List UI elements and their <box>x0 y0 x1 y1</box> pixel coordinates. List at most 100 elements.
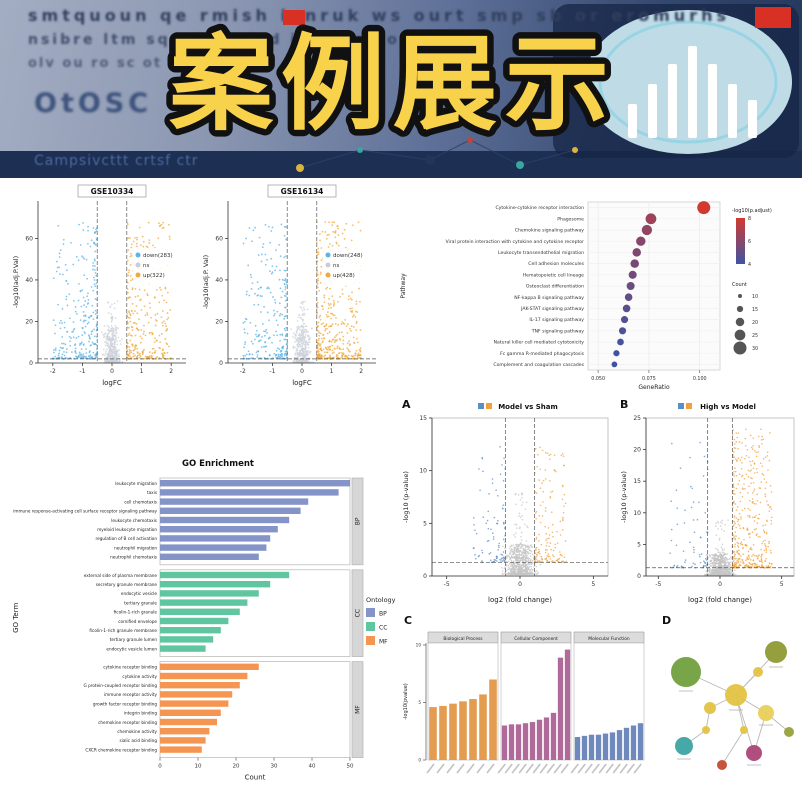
svg-text:Viral protein interaction with: Viral protein interaction with cytokine … <box>445 239 584 245</box>
svg-text:logFC: logFC <box>102 379 122 387</box>
deco-node <box>296 164 304 172</box>
svg-text:G protein-coupled receptor bin: G protein-coupled receptor binding <box>84 683 158 688</box>
svg-text:0: 0 <box>158 764 162 770</box>
svg-text:chemokine activity: chemokine activity <box>117 729 157 734</box>
svg-text:immune receptor activity: immune receptor activity <box>104 692 157 697</box>
svg-text:MF: MF <box>355 705 362 714</box>
svg-text:Count: Count <box>732 282 747 288</box>
svg-text:cell chemotaxis: cell chemotaxis <box>124 499 157 504</box>
svg-text:neutrophil chemotaxis: neutrophil chemotaxis <box>110 555 157 560</box>
svg-text:Leukocyte transendothelial mig: Leukocyte transendothelial migration <box>498 250 584 256</box>
deco-node <box>357 147 363 153</box>
svg-text:D: D <box>662 614 671 627</box>
svg-text:0: 0 <box>418 758 421 763</box>
svg-text:CC: CC <box>379 625 387 632</box>
svg-text:20: 20 <box>233 764 240 770</box>
svg-text:Fc gamma R-mediated phagocytos: Fc gamma R-mediated phagocytosis <box>500 351 584 357</box>
svg-text:40: 40 <box>215 277 223 284</box>
deco-bar <box>628 104 637 138</box>
svg-text:tertiary granule: tertiary granule <box>124 600 157 605</box>
banner-blurred-text-2: nsibre ltm sqonim s lud ipllvmru on o <box>28 32 434 48</box>
svg-text:10: 10 <box>416 643 422 648</box>
deco-node <box>572 147 578 153</box>
svg-text:C: C <box>404 614 412 627</box>
svg-text:leukocyte migration: leukocyte migration <box>115 481 157 486</box>
svg-text:chemokine receptor binding: chemokine receptor binding <box>98 720 157 725</box>
deco-node <box>516 161 524 169</box>
svg-text:Molecular Function: Molecular Function <box>588 636 630 642</box>
svg-text:GSE10334: GSE10334 <box>91 187 134 196</box>
svg-text:5: 5 <box>423 520 427 527</box>
volcano-a-panel: -5 0 5 0 5 10 15 log2 (fold change) -log10 (p-va… <box>398 396 616 606</box>
svg-text:1: 1 <box>330 368 334 375</box>
svg-text:immune response-activating cel: immune response-activating cell surface … <box>13 509 157 514</box>
svg-text:10: 10 <box>419 468 427 475</box>
svg-text:-1: -1 <box>269 368 275 375</box>
svg-text:-log10 (p-value): -log10 (p-value) <box>402 471 410 523</box>
svg-text:regulation of B cell activatio: regulation of B cell activation <box>96 536 158 541</box>
svg-text:30: 30 <box>752 346 758 352</box>
svg-text:log2 (fold change): log2 (fold change) <box>688 596 752 604</box>
svg-text:30: 30 <box>271 764 278 770</box>
svg-text:Osteoclast differentiation: Osteoclast differentiation <box>526 284 584 290</box>
deco-bar <box>648 84 657 138</box>
deco-bar <box>708 64 717 138</box>
svg-text:10: 10 <box>633 510 641 517</box>
svg-text:cytokine activity: cytokine activity <box>122 674 157 679</box>
volcano-gse10334-panel: -2 -1 0 1 2 0 20 40 60 logFC -log10(adj.P.Val) GSE1… <box>8 183 194 389</box>
svg-text:CC: CC <box>355 609 362 617</box>
svg-text:BP: BP <box>355 517 362 525</box>
svg-text:NF-kappa B signaling pathway: NF-kappa B signaling pathway <box>514 295 584 301</box>
svg-text:8: 8 <box>748 216 751 222</box>
banner-footer-text: Campsivcttt crtsf ctr <box>34 153 199 169</box>
svg-text:5: 5 <box>780 581 784 588</box>
svg-text:-log10(p.adjust): -log10(p.adjust) <box>732 208 772 214</box>
svg-text:1: 1 <box>140 368 144 375</box>
svg-text:-log10(pvalue): -log10(pvalue) <box>403 683 409 720</box>
svg-text:5: 5 <box>418 700 421 705</box>
svg-text:GO Enrichment: GO Enrichment <box>182 459 254 469</box>
svg-text:secretory granule membrane: secretory granule membrane <box>96 582 158 587</box>
svg-text:tertiary granule lumen: tertiary granule lumen <box>110 637 158 642</box>
svg-text:0: 0 <box>110 368 114 375</box>
deco-bar <box>728 84 737 138</box>
svg-text:external side of plasma membra: external side of plasma membrane <box>84 573 158 578</box>
svg-text:JAK-STAT signaling pathway: JAK-STAT signaling pathway <box>520 306 584 312</box>
svg-text:down(283): down(283) <box>143 253 173 259</box>
svg-text:0: 0 <box>29 360 33 367</box>
svg-text:Ontology: Ontology <box>366 596 396 604</box>
enrichment-bars-triptych: C 0 5 10 -log10(pvalue) Biological Process Cel… <box>403 614 645 774</box>
svg-text:-log10(adj.P.Val): -log10(adj.P.Val) <box>12 256 20 308</box>
banner-header: smtquoun qe rmish ionruk ws ourt smp sb … <box>0 0 802 178</box>
svg-text:20: 20 <box>215 318 223 325</box>
svg-text:B: B <box>620 398 628 411</box>
svg-text:20: 20 <box>25 318 33 325</box>
svg-text:15: 15 <box>752 307 758 313</box>
svg-text:4: 4 <box>748 262 751 268</box>
svg-text:5: 5 <box>591 581 595 588</box>
svg-text:Pathway: Pathway <box>400 273 407 299</box>
svg-text:TNF signaling pathway: TNF signaling pathway <box>531 328 585 334</box>
svg-text:GO Term: GO Term <box>12 603 20 633</box>
svg-text:Hematopoietic cell lineage: Hematopoietic cell lineage <box>523 272 584 278</box>
svg-text:-log10 (p-value): -log10 (p-value) <box>620 471 628 523</box>
svg-text:6: 6 <box>748 239 751 245</box>
svg-text:Cell adhesion molecules: Cell adhesion molecules <box>528 261 584 267</box>
svg-text:0.075: 0.075 <box>642 376 656 382</box>
svg-text:up(322): up(322) <box>143 273 165 279</box>
svg-text:15: 15 <box>633 478 641 485</box>
banner-watermark: OtOSC <box>34 88 153 119</box>
svg-text:0.100: 0.100 <box>693 376 707 382</box>
red-tag-small <box>283 10 305 25</box>
svg-text:25: 25 <box>633 415 641 422</box>
deco-node <box>425 155 435 165</box>
svg-text:0: 0 <box>718 581 722 588</box>
svg-text:Count: Count <box>245 774 266 782</box>
svg-text:endocytic vesicle: endocytic vesicle <box>121 591 158 596</box>
svg-text:GeneRatio: GeneRatio <box>638 384 670 391</box>
svg-text:0: 0 <box>300 368 304 375</box>
banner-blurred-text-3: olv ou ro sc ot <box>28 56 163 71</box>
svg-text:growth factor receptor binding: growth factor receptor binding <box>93 701 157 706</box>
